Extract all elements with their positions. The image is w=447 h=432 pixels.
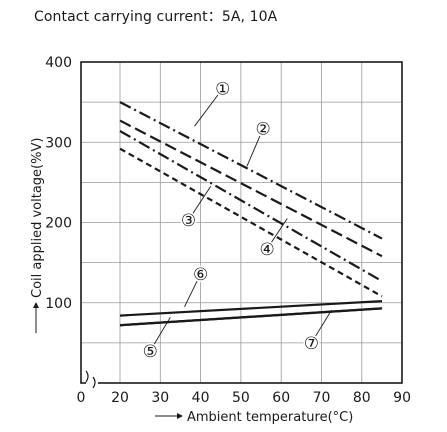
y-axis-label: Coil applied voltage(%V) xyxy=(30,138,45,298)
x-tick-label: 30 xyxy=(151,390,169,406)
x-tick-label: 60 xyxy=(272,390,290,406)
annotation-leader xyxy=(192,186,212,214)
annotation-leader xyxy=(194,94,219,127)
axis-break-stroke xyxy=(92,376,96,389)
annotation-label-7: ⑦ xyxy=(304,334,319,354)
annotation-leader xyxy=(315,309,332,337)
annotation-backdrop xyxy=(214,80,231,97)
annotation-leader xyxy=(184,280,198,307)
grid-lines xyxy=(81,62,402,383)
x-tick-label: 50 xyxy=(232,390,250,406)
annotation-label-3: ③ xyxy=(181,211,196,231)
annotation-label-4: ④ xyxy=(259,240,274,260)
series-line-7 xyxy=(119,307,383,327)
curve-annotations: ① ② ③ ④ ⑥ ⑤ ⑦ xyxy=(142,79,332,362)
annotation-backdrop xyxy=(303,334,320,351)
y-tick-label: 400 xyxy=(45,55,72,71)
annotation-backdrop xyxy=(255,120,272,137)
x-tick-label: 70 xyxy=(313,390,331,406)
annotation-label-1: ① xyxy=(215,79,230,99)
annotation-label-6: ⑤ xyxy=(143,342,158,362)
axis-break-mark xyxy=(85,370,98,389)
annotation-leader xyxy=(246,135,261,167)
x-axis-label: Ambient temperature(°C) xyxy=(187,410,353,425)
series-lines xyxy=(119,101,383,327)
x-tick-label: 90 xyxy=(393,390,411,406)
x-tick-label: 20 xyxy=(111,390,129,406)
annotation-backdrop xyxy=(259,240,276,257)
axis-break-stroke xyxy=(85,370,89,383)
y-tick-label: 300 xyxy=(45,135,72,151)
series-line-4 xyxy=(119,147,383,298)
annotation-backdrop xyxy=(142,342,159,359)
series-line-3 xyxy=(119,130,383,283)
y-axis-title: Coil applied voltage(%V) xyxy=(30,138,45,333)
series-line-1 xyxy=(119,101,383,240)
series-line-6 xyxy=(119,300,383,317)
tick-labels: 100 200 300 400 0 20 30 40 50 60 70 80 90 xyxy=(45,55,411,406)
plot-frame xyxy=(80,61,403,384)
x-tick-label: 0 xyxy=(77,390,86,406)
annotation-label-5: ⑥ xyxy=(193,265,208,285)
annotation-backdrop xyxy=(180,212,197,229)
annotation-leader xyxy=(153,316,171,345)
x-tick-label: 40 xyxy=(192,390,210,406)
chart-caption: Contact carrying current：5A, 10A xyxy=(34,9,278,25)
x-tick-label: 80 xyxy=(353,390,371,406)
x-axis-title: Ambient temperature(°C) xyxy=(155,410,353,425)
y-tick-label: 100 xyxy=(45,296,72,312)
series-line-2 xyxy=(119,119,383,258)
annotation-leader xyxy=(271,218,288,243)
annotation-label-2: ② xyxy=(255,120,270,140)
y-tick-label: 200 xyxy=(45,216,72,232)
annotation-backdrop xyxy=(192,265,209,282)
